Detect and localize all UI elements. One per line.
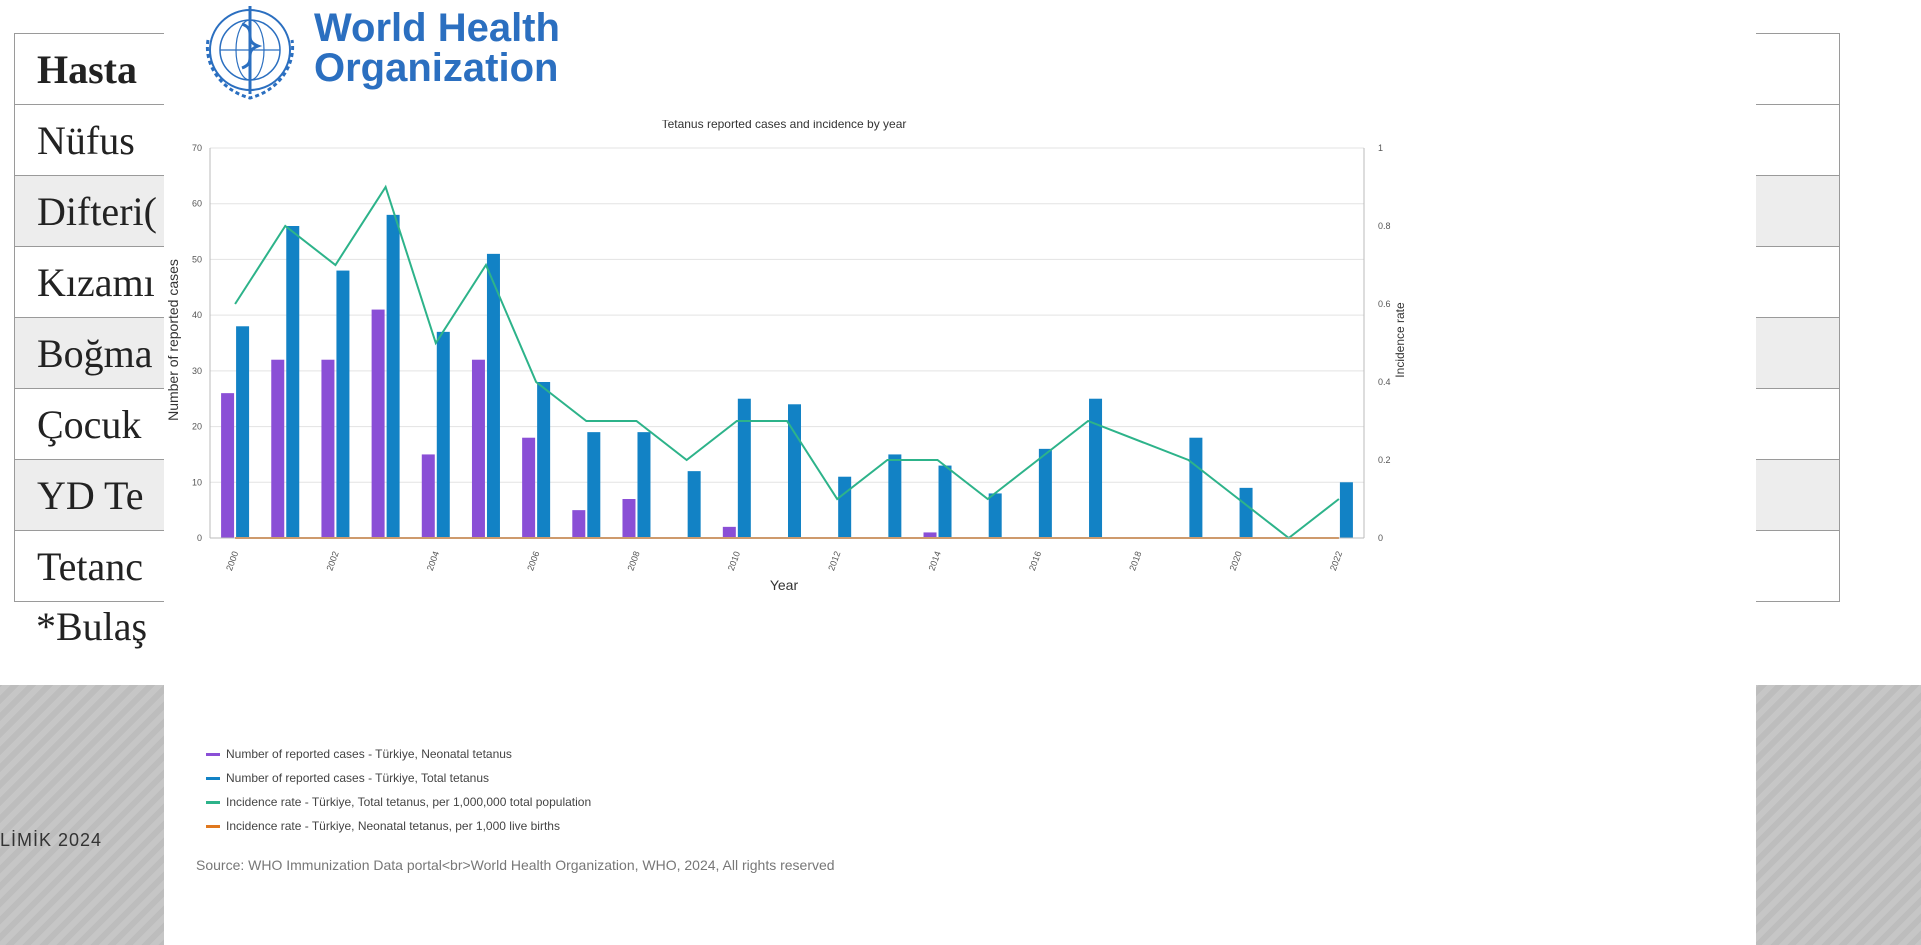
bar-neonatal: [622, 499, 636, 538]
y-tick-label: 20: [192, 422, 202, 432]
bar-neonatal: [271, 359, 285, 538]
y2-axis-label: Incidence rate: [1393, 302, 1407, 378]
bar-neonatal: [321, 359, 335, 538]
y-tick-label: 70: [192, 143, 202, 153]
bar-total: [988, 493, 1002, 538]
bar-total: [336, 270, 350, 538]
x-tick-label: 2010: [726, 550, 742, 572]
x-tick-label: 2018: [1127, 550, 1143, 572]
x-tick-label: 2020: [1228, 550, 1244, 572]
x-tick-label: 2012: [826, 550, 842, 572]
bar-neonatal: [221, 393, 235, 538]
legend-label: Incidence rate - Türkiye, Total tetanus,…: [226, 795, 592, 809]
y-tick-label: 30: [192, 366, 202, 376]
footnote: *Bulaş: [36, 604, 148, 649]
bar-total: [1038, 448, 1052, 538]
bar-total: [1089, 398, 1103, 538]
x-tick-label: 2014: [927, 550, 943, 572]
y2-tick-label: 0.8: [1378, 221, 1391, 231]
y-tick-label: 0: [197, 533, 202, 543]
chart-legend: Number of reported cases - Türkiye, Neon…: [206, 742, 591, 838]
bar-neonatal: [371, 309, 385, 538]
bar-total: [737, 398, 751, 538]
bar-total: [1339, 482, 1353, 538]
bar-total: [637, 432, 651, 538]
who-wordmark: World Health Organization: [314, 8, 560, 88]
who-name-line2: Organization: [314, 46, 559, 90]
who-emblem-icon: [205, 6, 295, 100]
bar-total: [386, 214, 400, 538]
x-tick-label: 2002: [324, 550, 340, 572]
bar-total: [938, 465, 952, 538]
chart-title: Tetanus reported cases and incidence by …: [662, 120, 907, 131]
x-tick-label: 2004: [425, 550, 441, 572]
tetanus-chart: 0 10 20 30 40 50 60 70 0 0.2 0.4 0.6 0.8 1 2000 2002 200…: [165, 120, 1407, 593]
y2-tick-label: 0.2: [1378, 455, 1391, 465]
bar-neonatal: [923, 532, 937, 538]
bar-neonatal: [572, 510, 586, 538]
bar-total: [1239, 487, 1253, 538]
source-note: Source: WHO Immunization Data portal<br>…: [196, 857, 835, 873]
bar-total: [687, 471, 701, 538]
x-tick-label: 2000: [224, 550, 240, 572]
legend-item: Number of reported cases - Türkiye, Tota…: [206, 766, 591, 790]
chart-lines: [234, 184, 1340, 540]
bar-total: [286, 226, 300, 538]
legend-item: Incidence rate - Türkiye, Total tetanus,…: [206, 790, 591, 814]
legend-swatch: [206, 752, 220, 756]
legend-label: Number of reported cases - Türkiye, Tota…: [226, 771, 490, 785]
legend-swatch: [206, 776, 220, 780]
bar-total: [838, 476, 852, 538]
x-tick-label: 2022: [1328, 550, 1344, 572]
x-tick-label: 2006: [525, 550, 541, 572]
legend-label: Incidence rate - Türkiye, Neonatal tetan…: [226, 819, 560, 833]
bar-total: [236, 326, 250, 538]
x-tick-label: 2016: [1027, 550, 1043, 572]
bar-neonatal: [421, 454, 435, 538]
legend-label: Number of reported cases - Türkiye, Neon…: [226, 747, 512, 761]
slide-footer-label: LİMİK 2024: [0, 830, 103, 850]
y-tick-label: 60: [192, 199, 202, 209]
y-tick-label: 10: [192, 477, 202, 487]
x-axis-label: Year: [770, 577, 799, 593]
legend-swatch: [206, 800, 220, 804]
bar-total: [587, 432, 601, 538]
bar-total: [537, 382, 551, 538]
bar-neonatal: [522, 437, 536, 538]
bar-total: [888, 454, 902, 538]
line-incidence-total: [234, 184, 1340, 540]
y2-tick-label: 0.4: [1378, 377, 1391, 387]
bar-neonatal: [722, 526, 736, 538]
y2-tick-label: 1: [1378, 143, 1383, 153]
bar-neonatal: [471, 359, 485, 538]
bar-total: [486, 253, 500, 538]
who-name-line1: World Health: [314, 6, 560, 50]
y-tick-label: 50: [192, 254, 202, 264]
y2-tick-label: 0.6: [1378, 299, 1391, 309]
y-tick-label: 40: [192, 310, 202, 320]
y-axis-label: Number of reported cases: [165, 259, 181, 421]
chart-bars: [221, 214, 1353, 538]
y2-tick-label: 0: [1378, 533, 1383, 543]
bar-total: [1189, 437, 1203, 538]
legend-item: Number of reported cases - Türkiye, Neon…: [206, 742, 591, 766]
bar-total: [436, 331, 450, 538]
x-tick-label: 2008: [626, 550, 642, 572]
legend-swatch: [206, 824, 220, 828]
legend-item: Incidence rate - Türkiye, Neonatal tetan…: [206, 814, 591, 838]
